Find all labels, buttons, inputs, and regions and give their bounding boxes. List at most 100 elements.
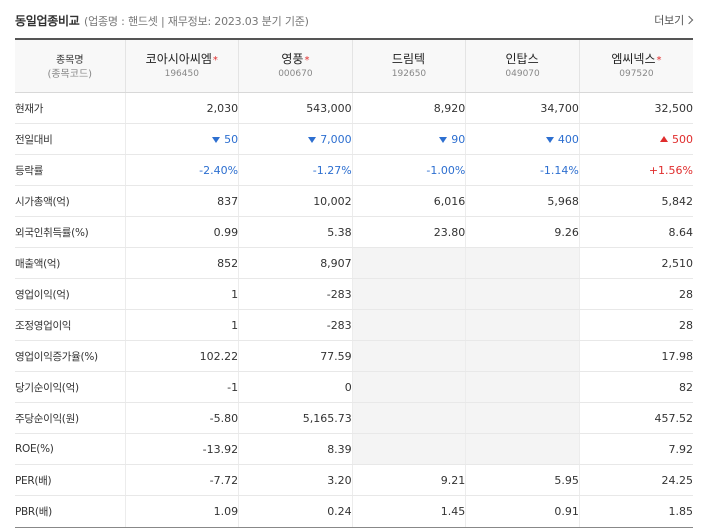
value-cell: 5.38 bbox=[238, 216, 353, 248]
more-label: 더보기 bbox=[654, 14, 684, 27]
header-cell-company[interactable]: 코아시아씨엠* 196450 bbox=[124, 38, 239, 93]
company-code: 196450 bbox=[164, 69, 199, 79]
value-cell: 6,016 bbox=[351, 185, 466, 217]
empty-cell bbox=[465, 309, 580, 341]
value-cell: 0 bbox=[238, 371, 353, 403]
change-value: 500 bbox=[672, 132, 693, 146]
value-cell: -283 bbox=[238, 278, 353, 310]
section-title: 동일업종비교 bbox=[15, 14, 80, 28]
empty-cell bbox=[465, 247, 580, 279]
row-label: 외국인취득률(%) bbox=[15, 216, 125, 248]
header-cell-company[interactable]: 인탑스 049070 bbox=[465, 38, 580, 93]
value-cell: 1 bbox=[124, 309, 239, 341]
value-cell: 28 bbox=[578, 278, 693, 310]
value-cell: 1 bbox=[124, 278, 239, 310]
triangle-down-icon bbox=[439, 136, 448, 143]
value-cell: 2,030 bbox=[124, 92, 239, 124]
triangle-down-icon bbox=[308, 136, 317, 143]
table-row: 주당순이익(원) -5.80 5,165.73 457.52 bbox=[15, 402, 693, 434]
empty-cell bbox=[465, 402, 580, 434]
value-cell: 28 bbox=[578, 309, 693, 341]
value-cell: -1.00% bbox=[351, 154, 466, 186]
company-name[interactable]: 코아시아씨엠 bbox=[145, 52, 212, 66]
row-label: ROE(%) bbox=[15, 433, 125, 465]
company-name[interactable]: 영풍 bbox=[281, 52, 304, 66]
row-label: 전일대비 bbox=[15, 123, 125, 155]
header-cell-company[interactable]: 드림텍 192650 bbox=[351, 38, 466, 93]
table-row: PER(배) -7.72 3.20 9.21 5.95 24.25 bbox=[15, 464, 693, 496]
value-cell: -283 bbox=[238, 309, 353, 341]
row-label: 영업이익증가율(%) bbox=[15, 340, 125, 372]
more-link[interactable]: 더보기 bbox=[654, 12, 694, 28]
empty-cell bbox=[351, 433, 466, 465]
empty-cell bbox=[465, 278, 580, 310]
value-cell: 0.91 bbox=[465, 495, 580, 528]
header-cell-company[interactable]: 엠씨넥스* 097520 bbox=[578, 38, 693, 93]
table-row: 당기순이익(억) -1 0 82 bbox=[15, 371, 693, 403]
table-row: 등락률 -2.40% -1.27% -1.00% -1.14% +1.56% bbox=[15, 154, 693, 186]
value-cell: 102.22 bbox=[124, 340, 239, 372]
company-code: 192650 bbox=[391, 69, 427, 79]
empty-cell bbox=[351, 402, 466, 434]
star-marker: * bbox=[212, 55, 218, 66]
company-name[interactable]: 드림텍 bbox=[391, 52, 426, 66]
change-value: 400 bbox=[557, 132, 579, 146]
value-cell: -13.92 bbox=[124, 433, 239, 465]
value-cell: 82 bbox=[578, 371, 693, 403]
company-name[interactable]: 인탑스 bbox=[505, 52, 539, 66]
value-cell: 457.52 bbox=[578, 402, 693, 434]
value-cell: 1.85 bbox=[578, 495, 693, 528]
value-cell: 9.26 bbox=[465, 216, 580, 248]
value-cell: 9.21 bbox=[351, 464, 466, 496]
empty-cell bbox=[351, 247, 466, 279]
value-cell: 400 bbox=[465, 123, 580, 155]
table-row: 영업이익증가율(%) 102.22 77.59 17.98 bbox=[15, 340, 693, 372]
rate-value: -1.27% bbox=[312, 163, 352, 177]
table-body: 현재가 2,030 543,000 8,920 34,700 32,500 전일대비 50 7,… bbox=[15, 92, 693, 528]
value-cell: 32,500 bbox=[578, 92, 693, 124]
company-code: 049070 bbox=[505, 69, 540, 79]
change-value: 90 bbox=[451, 132, 466, 146]
row-label: PBR(배) bbox=[15, 495, 125, 528]
value-cell: 10,002 bbox=[238, 185, 353, 217]
chevron-right-icon bbox=[684, 15, 694, 25]
table-row: 현재가 2,030 543,000 8,920 34,700 32,500 bbox=[15, 92, 693, 124]
row-label: 주당순이익(원) bbox=[15, 402, 125, 434]
empty-cell bbox=[351, 340, 466, 372]
star-marker: * bbox=[656, 55, 662, 66]
table-header-row: 종목명 (종목코드) 코아시아씨엠* 196450 영풍* 000670 드림텍 19… bbox=[15, 38, 693, 93]
value-cell: -7.72 bbox=[124, 464, 239, 496]
table-row: 매출액(억) 852 8,907 2,510 bbox=[15, 247, 693, 279]
value-cell: 0.99 bbox=[124, 216, 239, 248]
company-code: 097520 bbox=[619, 69, 654, 79]
row-label: 영업이익(억) bbox=[15, 278, 125, 310]
company-name[interactable]: 엠씨넥스 bbox=[611, 52, 656, 66]
value-cell: 5,165.73 bbox=[238, 402, 353, 434]
row-label: 매출액(억) bbox=[15, 247, 125, 279]
value-cell: 77.59 bbox=[238, 340, 353, 372]
table-row: 영업이익(억) 1 -283 28 bbox=[15, 278, 693, 310]
value-cell: 1.45 bbox=[351, 495, 466, 528]
triangle-down-icon bbox=[545, 136, 554, 143]
triangle-down-icon bbox=[212, 136, 221, 143]
value-cell: -2.40% bbox=[124, 154, 239, 186]
value-cell: 5.95 bbox=[465, 464, 580, 496]
value-cell: 17.98 bbox=[578, 340, 693, 372]
row-label: 시가총액(억) bbox=[15, 185, 125, 217]
table-row: 외국인취득률(%) 0.99 5.38 23.80 9.26 8.64 bbox=[15, 216, 693, 248]
value-cell: 23.80 bbox=[351, 216, 466, 248]
value-cell: 90 bbox=[351, 123, 466, 155]
value-cell: 8.64 bbox=[578, 216, 693, 248]
value-cell: 852 bbox=[124, 247, 239, 279]
value-cell: 3.20 bbox=[238, 464, 353, 496]
value-cell: 2,510 bbox=[578, 247, 693, 279]
value-cell: 24.25 bbox=[578, 464, 693, 496]
rate-value: -1.14% bbox=[539, 163, 579, 177]
value-cell: 1.09 bbox=[124, 495, 239, 528]
value-cell: 543,000 bbox=[238, 92, 353, 124]
value-cell: -5.80 bbox=[124, 402, 239, 434]
empty-cell bbox=[465, 433, 580, 465]
table-row: 조정영업이익 1 -283 28 bbox=[15, 309, 693, 341]
header-cell-company[interactable]: 영풍* 000670 bbox=[238, 38, 353, 93]
value-cell: 7.92 bbox=[578, 433, 693, 465]
